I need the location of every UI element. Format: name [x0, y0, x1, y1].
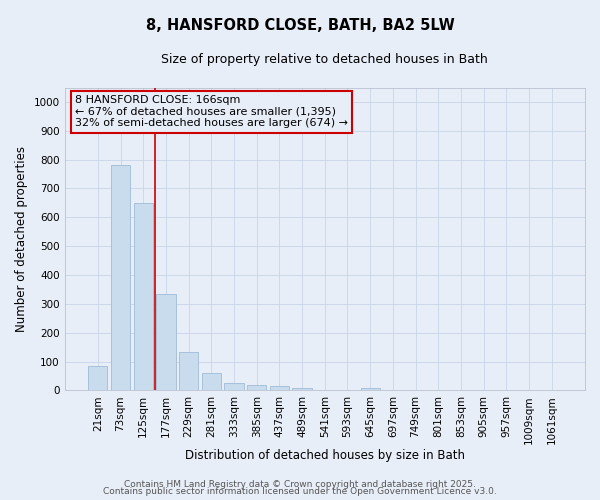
Bar	[156, 294, 176, 390]
Bar	[224, 383, 244, 390]
Bar	[202, 373, 221, 390]
Title: Size of property relative to detached houses in Bath: Size of property relative to detached ho…	[161, 52, 488, 66]
Bar	[88, 366, 107, 390]
Bar	[111, 166, 130, 390]
Text: 8 HANSFORD CLOSE: 166sqm
← 67% of detached houses are smaller (1,395)
32% of sem: 8 HANSFORD CLOSE: 166sqm ← 67% of detach…	[75, 95, 348, 128]
Bar	[270, 386, 289, 390]
Text: 8, HANSFORD CLOSE, BATH, BA2 5LW: 8, HANSFORD CLOSE, BATH, BA2 5LW	[146, 18, 454, 32]
Text: Contains HM Land Registry data © Crown copyright and database right 2025.: Contains HM Land Registry data © Crown c…	[124, 480, 476, 489]
Y-axis label: Number of detached properties: Number of detached properties	[15, 146, 28, 332]
X-axis label: Distribution of detached houses by size in Bath: Distribution of detached houses by size …	[185, 450, 465, 462]
Bar	[361, 388, 380, 390]
Bar	[179, 352, 198, 391]
Bar	[247, 386, 266, 390]
Bar	[292, 388, 312, 390]
Bar	[134, 203, 153, 390]
Text: Contains public sector information licensed under the Open Government Licence v3: Contains public sector information licen…	[103, 487, 497, 496]
